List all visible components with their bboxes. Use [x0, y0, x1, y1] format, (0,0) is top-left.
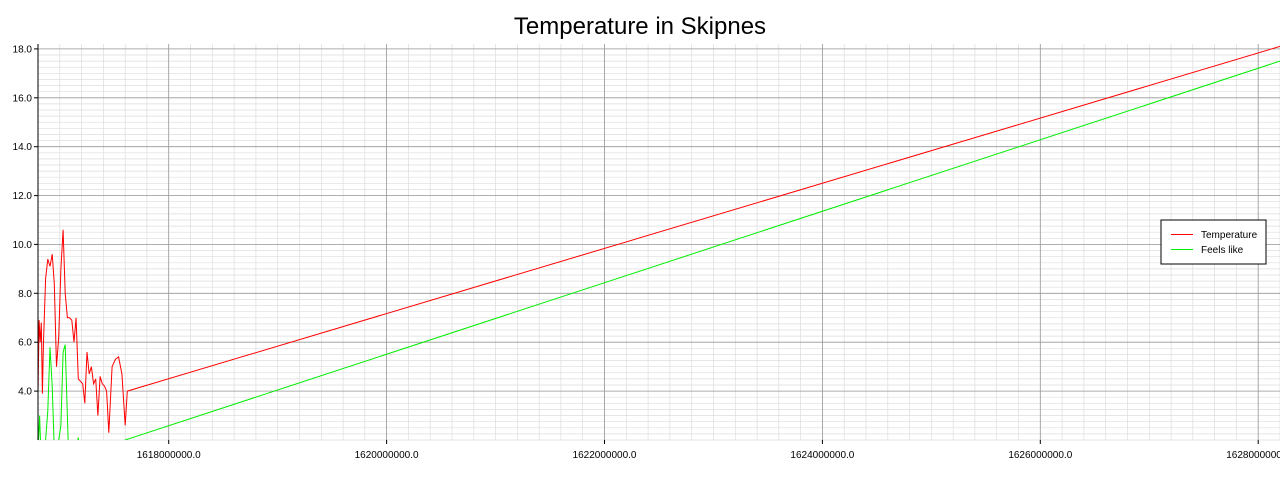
- x-tick-label: 1624000000.0: [790, 450, 854, 461]
- x-tick-label: 1618000000.0: [137, 450, 201, 461]
- legend-box: [1160, 219, 1267, 265]
- y-tick-label: 10.0: [13, 240, 33, 251]
- legend-label-feels-like: Feels like: [1201, 245, 1244, 256]
- y-tick-label: 8.0: [18, 289, 32, 300]
- chart-title: Temperature in Skipnes: [514, 13, 766, 40]
- y-tick-label: 6.0: [18, 338, 32, 349]
- minor-grid: [37, 44, 1280, 441]
- y-tick-label: 4.0: [18, 387, 32, 398]
- x-tick-label: 1620000000.0: [355, 450, 419, 461]
- y-tick-label: 16.0: [13, 93, 33, 104]
- y-tick-label: 18.0: [13, 44, 33, 55]
- x-tick-label: 1628000000.0: [1226, 450, 1280, 461]
- legend-label-temperature: Temperature: [1201, 230, 1258, 241]
- series-layer: [38, 45, 1280, 440]
- y-tick-labels: 4.0 6.0 8.0 10.0 12.0 14.0 16.0 18.0: [13, 44, 38, 398]
- x-tick-label: 1626000000.0: [1008, 450, 1072, 461]
- y-tick-label: 12.0: [13, 191, 33, 202]
- x-tick-label: 1622000000.0: [573, 450, 637, 461]
- major-grid: [38, 44, 1280, 440]
- x-tick-labels: 1618000000.0 1620000000.0 1622000000.0 1624…: [137, 440, 1280, 461]
- series-line-temperature: [38, 45, 1280, 433]
- legend: Temperature Feels like: [1160, 219, 1267, 265]
- y-tick-label: 14.0: [13, 142, 33, 153]
